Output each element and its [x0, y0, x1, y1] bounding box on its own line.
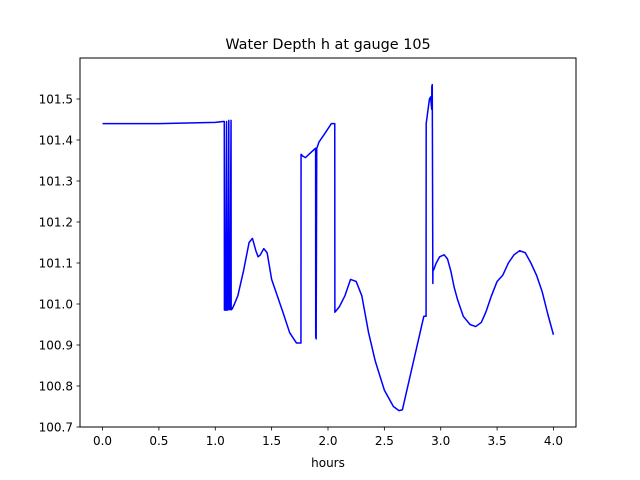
x-tick-label: 3.5	[488, 434, 507, 448]
plot-frame	[79, 57, 577, 428]
x-tick-label: 0.5	[149, 434, 168, 448]
y-tick-label: 100.9	[39, 339, 73, 353]
y-tick-label: 101.0	[39, 298, 73, 312]
y-tick-label: 101.5	[39, 93, 73, 107]
x-tick-label: 2.5	[375, 434, 394, 448]
plot-area: 0.0 0.5 1.0 1.5 2.0 2.5 3.0 3.5 4.0 100.7100.810…	[39, 57, 577, 448]
y-tick-label: 101.2	[39, 216, 73, 230]
chart-title: Water Depth h at gauge 105	[225, 37, 430, 53]
x-axis-ticks: 0.0 0.5 1.0 1.5 2.0 2.5 3.0 3.5 4.0	[93, 427, 563, 448]
x-tick-label: 1.5	[262, 434, 281, 448]
series-line-0	[102, 83, 555, 412]
x-tick-label: 4.0	[544, 434, 563, 448]
x-tick-label: 2.0	[318, 434, 337, 448]
y-tick-label: 101.1	[39, 257, 73, 271]
series-layer	[102, 83, 555, 412]
x-axis-label: hours	[311, 456, 345, 470]
y-tick-label: 101.3	[39, 175, 73, 189]
x-tick-label: 0.0	[93, 434, 112, 448]
y-tick-label: 100.7	[39, 421, 73, 435]
y-axis-ticks: 100.7 100.8 100.9 101.0 101.1 101.2 101.3 101.4…	[39, 93, 80, 435]
y-tick-label: 101.4	[39, 134, 73, 148]
y-tick-label: 100.8	[39, 380, 73, 394]
x-tick-label: 3.0	[431, 434, 450, 448]
x-tick-label: 1.0	[206, 434, 225, 448]
